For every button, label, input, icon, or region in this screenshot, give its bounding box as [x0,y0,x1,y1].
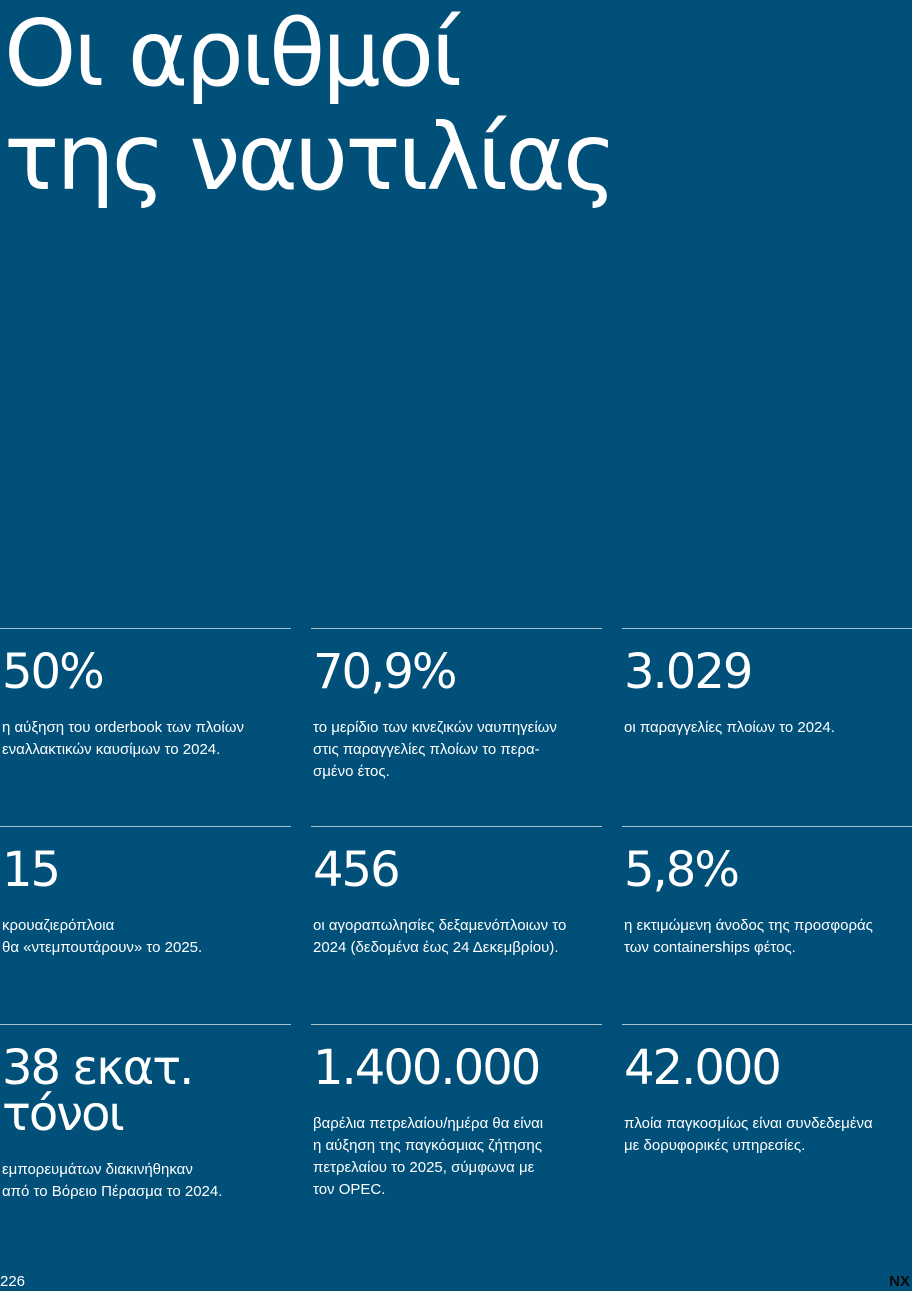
stat-cruise-ships: 15 κρουαζιερόπλοια θα «ντεμπουτάρουν» το… [0,826,291,1024]
divider [622,826,912,827]
stat-value: 42.000 [624,1040,782,1096]
page-title-line-1: Οι αριθμοί [4,0,462,107]
stat-description: η αύξηση του orderbook των πλοίων εναλλα… [2,719,244,758]
stat-value: 50% [2,644,105,700]
brand-logo: NX [889,1273,910,1290]
divider [622,628,912,629]
page-title-line-2: της ναυτιλίας [4,104,617,211]
stat-description: εμπορευμάτων διακινήθηκαν από το Βόρειο … [2,1161,223,1200]
stat-ship-orders: 3.029 οι παραγγελίες πλοίων το 2024. [622,628,912,826]
stat-description: οι παραγγελίες πλοίων το 2024. [624,719,835,736]
divider [311,628,602,629]
stat-value: 1.400.000 [313,1040,541,1096]
divider [0,628,291,629]
stat-chinese-shipyards-share: 70,9% το μερίδιο των κινεζικών ναυπηγείω… [311,628,602,826]
page-title: Οι αριθμοί της ναυτιλίας [4,0,617,211]
stat-value: 456 [313,842,401,898]
stat-satellite-connected-ships: 42.000 πλοία παγκοσμίως είναι συνδεδεμέν… [622,1024,912,1264]
stats-grid: 50% η αύξηση του orderbook των πλοίων εν… [0,628,912,1264]
stat-oil-demand-growth: 1.400.000 βαρέλια πετρελαίου/ημέρα θα εί… [311,1024,602,1264]
stat-value: 15 [2,842,61,898]
stat-value: 70,9% [313,644,457,700]
page-number: 226 [0,1273,26,1290]
stat-description: βαρέλια πετρελαίου/ημέρα θα είναι η αύξη… [313,1115,544,1198]
divider [311,826,602,827]
divider [622,1024,912,1025]
stat-description: οι αγοραπωλησίες δεξαμενόπλοιων το 2024 … [313,917,567,956]
stat-value: 3.029 [624,644,753,700]
stat-value: 5,8% [624,842,740,898]
stat-containership-supply: 5,8% η εκτιμώμενη άνοδος της προσφοράς τ… [622,826,912,1024]
stat-orderbook-growth: 50% η αύξηση του orderbook των πλοίων εν… [0,628,291,826]
stat-description: η εκτιμώμενη άνοδος της προσφοράς των co… [624,917,873,956]
stat-description: πλοία παγκοσμίως είναι συνδεδεμένα με δο… [624,1115,873,1154]
divider [0,826,291,827]
stat-description: το μερίδιο των κινεζικών ναυπηγείων στις… [313,719,557,780]
stat-tanker-sales: 456 οι αγοραπωλησίες δεξαμενόπλοιων το 2… [311,826,602,1024]
stat-northern-passage-cargo: 38 εκατ. τόνοι εμπορευμάτων διακινήθηκαν… [0,1024,291,1264]
stat-value: 38 εκατ. τόνοι [2,1040,194,1142]
stat-description: κρουαζιερόπλοια θα «ντεμπουτάρουν» το 20… [2,917,203,956]
divider [311,1024,602,1025]
divider [0,1024,291,1025]
